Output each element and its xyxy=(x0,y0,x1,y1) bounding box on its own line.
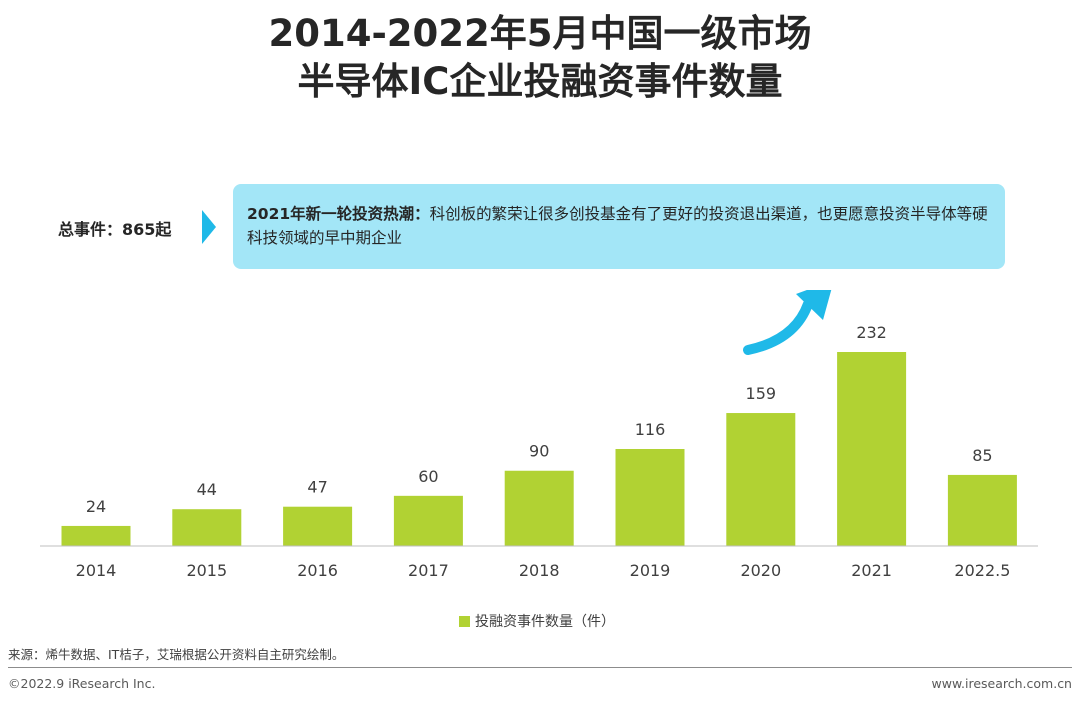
source-note: 来源：烯牛数据、IT桔子，艾瑞根据公开资料自主研究绘制。 xyxy=(8,647,345,662)
data-label-2014: 24 xyxy=(86,497,106,516)
data-label-2021: 232 xyxy=(856,323,887,342)
rising-arrow-icon xyxy=(743,299,813,355)
legend-swatch xyxy=(459,616,470,627)
data-label-2015: 44 xyxy=(197,480,217,499)
legend: 投融资事件数量（件） xyxy=(459,611,615,631)
bar-2014 xyxy=(61,525,131,546)
data-label-2017: 60 xyxy=(418,467,438,486)
x-tick-2017: 2017 xyxy=(408,561,449,580)
bar-chart: 24 44 47 60 90 116 159 232 85 2014 2015 2016 2017 20… xyxy=(40,290,1038,580)
triangle-pointer-icon xyxy=(202,210,216,244)
data-label-2022.5: 85 xyxy=(972,446,992,465)
data-label-2016: 47 xyxy=(307,478,327,497)
bar-2016 xyxy=(283,506,353,546)
x-tick-2015: 2015 xyxy=(186,561,227,580)
footer-divider xyxy=(8,667,1072,668)
x-tick-2020: 2020 xyxy=(740,561,781,580)
bar-2015 xyxy=(172,509,242,546)
bar-2017 xyxy=(393,495,463,546)
title-line-2: 半导体IC企业投融资事件数量 xyxy=(297,60,783,103)
x-tick-2021: 2021 xyxy=(851,561,892,580)
x-tick-2014: 2014 xyxy=(76,561,117,580)
callout-text: 科创板的繁荣让很多创投基金有了更好的投资退出渠道，也更愿意投资半导体等硬科技领域… xyxy=(247,205,988,247)
rising-arrow-head-icon xyxy=(796,290,832,320)
copyright: ©2022.9 iResearch Inc. xyxy=(8,676,156,691)
x-tick-2019: 2019 xyxy=(630,561,671,580)
bar-2018 xyxy=(504,470,574,546)
title-line-1: 2014-2022年5月中国一级市场 xyxy=(268,12,812,55)
callout-box: 2021年新一轮投资热潮：科创板的繁荣让很多创投基金有了更好的投资退出渠道，也更… xyxy=(233,184,1005,269)
bar-2021 xyxy=(837,352,907,546)
site-url: www.iresearch.com.cn xyxy=(931,676,1073,691)
callout-lead: 2021年新一轮投资热潮： xyxy=(247,205,430,223)
x-tick-2016: 2016 xyxy=(297,561,338,580)
data-label-2018: 90 xyxy=(529,442,549,461)
bar-2019 xyxy=(615,449,685,546)
legend-label: 投融资事件数量（件） xyxy=(475,614,615,630)
bar-2022.5 xyxy=(947,474,1017,546)
x-tick-2022.5: 2022.5 xyxy=(954,561,1010,580)
chart-title: 2014-2022年5月中国一级市场 半导体IC企业投融资事件数量 xyxy=(0,10,1080,106)
data-label-2019: 116 xyxy=(635,420,666,439)
x-tick-2018: 2018 xyxy=(519,561,560,580)
total-events-label: 总事件：865起 xyxy=(58,220,172,239)
bar-2020 xyxy=(726,413,796,546)
data-label-2020: 159 xyxy=(746,384,777,403)
